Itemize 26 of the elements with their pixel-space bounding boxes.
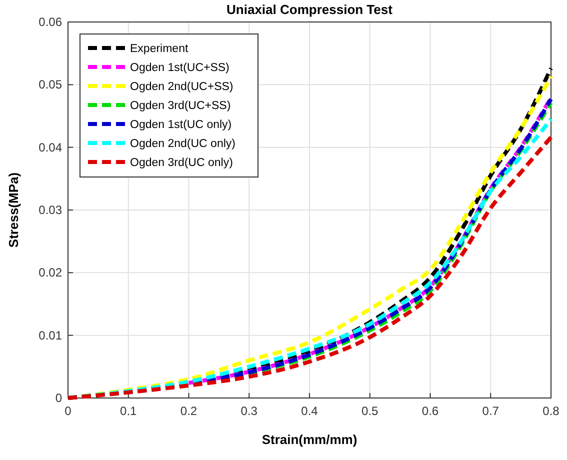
x-axis-title: Strain(mm/mm)	[262, 432, 358, 447]
legend-label: Ogden 2nd(UC only)	[130, 138, 236, 150]
y-tick-label: 0.02	[38, 266, 62, 280]
x-tick-label: 0.8	[542, 404, 560, 418]
y-tick-label: 0.03	[38, 203, 62, 217]
legend-label: Experiment	[130, 43, 189, 55]
y-tick-label: 0.05	[38, 78, 62, 92]
legend-label: Ogden 1st(UC+SS)	[130, 62, 230, 74]
y-tick-label: 0.06	[38, 15, 62, 29]
x-tick-label: 0.1	[120, 404, 138, 418]
legend-label: Ogden 3rd(UC only)	[130, 157, 234, 169]
x-tick-label: 0.6	[422, 404, 439, 418]
x-tick-label: 0.2	[180, 404, 198, 418]
legend-label: Ogden 2nd(UC+SS)	[130, 81, 234, 93]
chart-title: Uniaxial Compression Test	[226, 2, 394, 17]
y-tick-label: 0.01	[38, 328, 62, 342]
x-tick-label: 0.7	[482, 404, 500, 418]
y-axis-title: Stress(MPa)	[6, 172, 21, 248]
y-tick-label: 0.04	[38, 140, 62, 154]
x-tick-label: 0	[64, 404, 72, 418]
y-tick-label: 0	[55, 391, 62, 405]
legend-label: Ogden 3rd(UC+SS)	[130, 100, 231, 112]
x-tick-label: 0.4	[301, 404, 318, 418]
x-tick-label: 0.3	[240, 404, 258, 418]
legend-label: Ogden 1st(UC only)	[130, 119, 232, 131]
x-tick-label: 0.5	[362, 404, 379, 418]
